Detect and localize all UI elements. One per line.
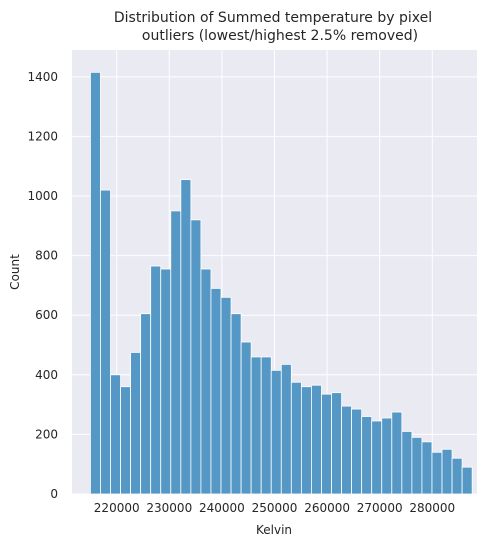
histogram-bar — [290, 381, 302, 495]
y-tick-label: 600 — [35, 308, 58, 322]
y-axis-label: Count — [8, 254, 22, 290]
histogram-bar — [250, 356, 262, 495]
x-tick-label: 230000 — [146, 501, 192, 515]
histogram-bar — [361, 416, 373, 495]
histogram-bar — [220, 296, 232, 495]
histogram-bar — [351, 408, 363, 495]
histogram-bar — [280, 363, 292, 495]
x-axis-ticks: 220000 230000 240000 250000 260000 270000 2800… — [94, 501, 455, 515]
x-tick-label: 260000 — [304, 501, 350, 515]
y-tick-label: 800 — [35, 249, 58, 263]
histogram-bar — [190, 219, 202, 495]
y-axis-ticks: 0 200 400 600 800 1000 1200 1400 — [27, 70, 58, 501]
histogram-bar — [391, 411, 403, 495]
histogram-bar — [210, 287, 222, 495]
histogram-bar — [110, 374, 121, 495]
y-tick-label: 0 — [50, 487, 58, 501]
histogram-bar — [90, 71, 101, 495]
x-tick-label: 240000 — [199, 501, 245, 515]
histogram-bar — [120, 386, 131, 495]
x-tick-label: 270000 — [357, 501, 403, 515]
histogram-bar — [240, 341, 252, 495]
histogram-bar — [160, 268, 172, 495]
histogram-bar — [431, 451, 443, 495]
x-axis-label: Kelvin — [256, 523, 292, 537]
histogram-bar — [411, 436, 423, 495]
histogram-bar — [270, 369, 282, 495]
y-tick-label: 200 — [35, 427, 58, 441]
x-tick-label: 250000 — [252, 501, 298, 515]
histogram-bar — [421, 441, 433, 495]
histogram-bar — [260, 356, 272, 495]
histogram-bar — [321, 393, 332, 495]
histogram-bar — [130, 352, 142, 495]
histogram-bar — [401, 431, 413, 495]
histogram-bar — [140, 313, 152, 495]
chart-title-line-1: Distribution of Summed temperature by pi… — [114, 10, 432, 26]
histogram-bar — [371, 420, 383, 495]
histogram-bar — [300, 386, 312, 495]
histogram-bars — [90, 71, 473, 495]
x-tick-label: 280000 — [409, 501, 455, 515]
histogram-bar — [461, 466, 473, 495]
histogram-bar — [341, 405, 353, 495]
histogram-bar — [441, 448, 453, 495]
histogram-bar — [451, 457, 463, 495]
histogram-bar — [100, 189, 111, 495]
y-tick-label: 400 — [35, 368, 58, 382]
x-tick-label: 220000 — [94, 501, 140, 515]
histogram-bar — [331, 392, 342, 495]
y-tick-label: 1000 — [27, 189, 58, 203]
y-tick-label: 1200 — [27, 129, 58, 143]
chart-title-line-2: outliers (lowest/highest 2.5% removed) — [142, 28, 418, 44]
histogram-bar — [150, 265, 162, 495]
histogram-bar — [170, 210, 182, 495]
histogram-bar — [200, 268, 212, 495]
histogram-bar — [311, 384, 322, 495]
histogram-bar — [381, 417, 393, 495]
histogram-bar — [230, 313, 242, 495]
y-tick-label: 1400 — [27, 70, 58, 84]
histogram-bar — [180, 179, 192, 495]
